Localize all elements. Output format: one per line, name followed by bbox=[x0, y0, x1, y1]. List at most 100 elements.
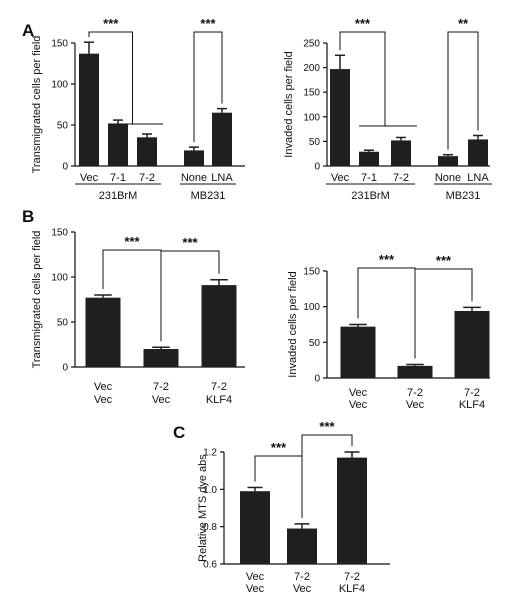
y-tick-label: 50 bbox=[309, 137, 321, 148]
category-label: KLF4 bbox=[459, 399, 485, 411]
group-label: MB231 bbox=[446, 190, 481, 202]
panel-letter: A bbox=[22, 21, 34, 40]
bar bbox=[468, 139, 488, 166]
category-label: 7-2 bbox=[294, 571, 310, 583]
significance-bracket bbox=[339, 31, 386, 126]
y-tick-label: 1.0 bbox=[203, 485, 217, 496]
bar bbox=[330, 69, 350, 166]
group-label: 231BrM bbox=[99, 190, 138, 202]
y-axis-title: Invaded cells per field bbox=[287, 271, 299, 377]
bar bbox=[79, 53, 99, 166]
bar bbox=[137, 137, 157, 166]
category-label: 7-2 bbox=[153, 381, 169, 393]
category-label: Vec bbox=[331, 172, 350, 184]
bar bbox=[287, 528, 317, 564]
bar bbox=[391, 140, 411, 166]
category-label: None bbox=[181, 172, 207, 184]
bar bbox=[108, 124, 128, 166]
y-tick-label: 0 bbox=[314, 162, 320, 173]
significance-label: *** bbox=[379, 252, 395, 267]
category-label: Vec bbox=[349, 387, 368, 399]
bar bbox=[201, 285, 237, 367]
significance-label: ** bbox=[458, 16, 469, 31]
y-tick-label: 0 bbox=[62, 363, 68, 374]
bar bbox=[438, 156, 458, 166]
significance-label: *** bbox=[271, 440, 287, 455]
bar bbox=[212, 112, 232, 166]
panel-letter: C bbox=[173, 423, 185, 442]
category-label: LNA bbox=[211, 172, 233, 184]
category-label: None bbox=[435, 172, 461, 184]
y-axis-title: Invaded cells per field bbox=[283, 51, 295, 157]
category-label: KLF4 bbox=[339, 583, 365, 595]
significance-label: *** bbox=[355, 16, 371, 31]
significance-label: *** bbox=[103, 16, 119, 31]
category-label: Vec bbox=[246, 583, 265, 595]
category-label: Vec bbox=[94, 394, 113, 406]
category-label: Vec bbox=[94, 381, 113, 393]
significance-label: *** bbox=[124, 234, 140, 249]
category-label: KLF4 bbox=[206, 394, 232, 406]
bar bbox=[337, 457, 367, 564]
significance-bracket bbox=[88, 31, 133, 124]
significance-label: *** bbox=[200, 16, 216, 31]
category-label: 7-2 bbox=[393, 172, 409, 184]
category-label: Vec bbox=[406, 399, 425, 411]
chart-a-left: A 0 50 100 150 Transmigrated cells per field V… bbox=[22, 16, 245, 202]
y-tick-label: 50 bbox=[57, 121, 69, 132]
y-tick-label: 0.6 bbox=[203, 560, 217, 571]
bar bbox=[454, 310, 490, 378]
bar bbox=[397, 365, 433, 378]
y-tick-label: 100 bbox=[51, 80, 68, 91]
significance-bracket bbox=[160, 250, 220, 342]
significance-label: *** bbox=[319, 419, 335, 434]
chart-a-right: 0 50 100 150 200 250 Invaded cells per field Ve… bbox=[283, 16, 492, 202]
y-tick-label: 250 bbox=[303, 39, 320, 50]
group-label: MB231 bbox=[191, 190, 226, 202]
y-tick-label: 150 bbox=[303, 267, 320, 278]
category-label: 7-1 bbox=[361, 172, 377, 184]
y-tick-label: 200 bbox=[303, 63, 320, 74]
significance-bracket bbox=[447, 31, 479, 150]
category-label: Vec bbox=[246, 571, 265, 583]
significance-label: *** bbox=[182, 235, 198, 250]
y-tick-label: 0.8 bbox=[203, 522, 217, 533]
category-label: Vec bbox=[293, 583, 312, 595]
group-label: 231BrM bbox=[351, 190, 390, 202]
category-label: 7-2 bbox=[464, 387, 480, 399]
y-tick-label: 50 bbox=[57, 318, 69, 329]
bar bbox=[143, 349, 179, 367]
y-axis-title: Transmigrated cells per field bbox=[31, 36, 43, 174]
category-label: 7-2 bbox=[139, 172, 155, 184]
y-tick-label: 150 bbox=[303, 88, 320, 99]
chart-b-left: B 0 50 100 150 Transmigrated cells per field V… bbox=[22, 207, 245, 406]
bar bbox=[240, 491, 270, 564]
significance-bracket bbox=[193, 31, 223, 143]
bar bbox=[340, 326, 376, 378]
category-label: 7-1 bbox=[110, 172, 126, 184]
y-axis-title: Relative MTS dye abs bbox=[197, 454, 209, 562]
y-tick-label: 100 bbox=[303, 112, 320, 123]
significance-label: *** bbox=[436, 253, 452, 268]
bar bbox=[184, 150, 204, 166]
y-tick-label: 150 bbox=[51, 39, 68, 50]
y-tick-label: 150 bbox=[51, 228, 68, 239]
bar bbox=[359, 151, 379, 166]
category-label: 7-2 bbox=[211, 381, 227, 393]
bar bbox=[85, 297, 121, 367]
significance-bracket bbox=[414, 268, 473, 359]
category-label: Vec bbox=[80, 172, 99, 184]
y-tick-label: 100 bbox=[51, 273, 68, 284]
y-tick-label: 0 bbox=[314, 374, 320, 385]
y-tick-label: 50 bbox=[309, 338, 321, 349]
significance-bracket bbox=[301, 434, 353, 518]
y-tick-label: 100 bbox=[303, 302, 320, 313]
y-tick-label: 0 bbox=[62, 162, 68, 173]
y-axis-title: Transmigrated cells per field bbox=[31, 231, 43, 369]
category-label: Vec bbox=[349, 399, 368, 411]
category-label: LNA bbox=[467, 172, 489, 184]
category-label: 7-2 bbox=[407, 387, 423, 399]
